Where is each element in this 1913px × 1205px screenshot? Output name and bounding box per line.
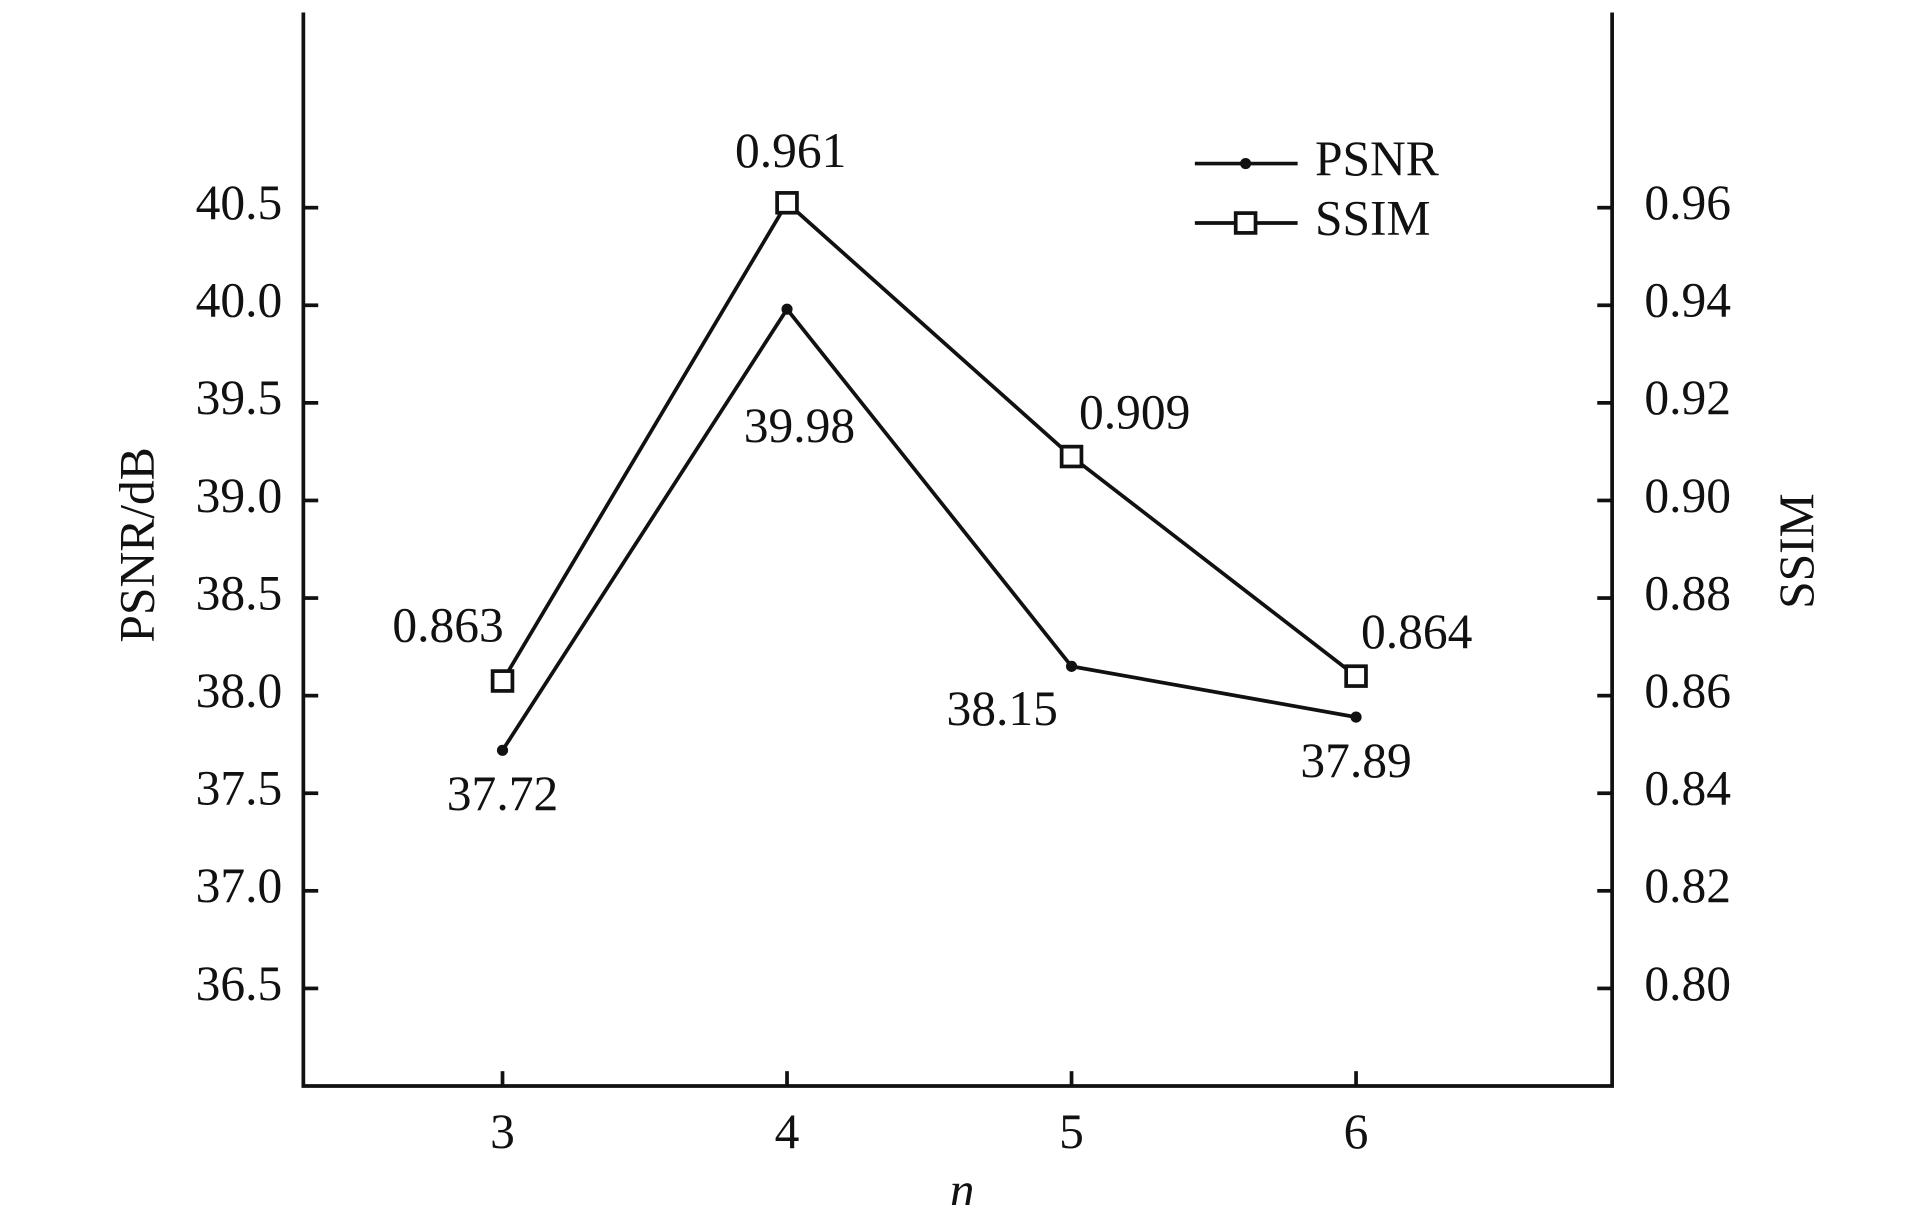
y-tick-label: 36.5 (196, 956, 283, 1011)
marker (490, 669, 515, 693)
y-tick-label: 37.0 (196, 858, 283, 913)
y2-tick-label: 0.94 (1644, 273, 1731, 328)
y-tick-label: 40.0 (196, 273, 283, 328)
y2-tick-label: 0.84 (1644, 761, 1731, 816)
y2-tick-label: 0.92 (1644, 370, 1731, 425)
series-line (500, 199, 1358, 682)
x-tick-label: 5 (1059, 1104, 1084, 1159)
data-label: 0.961 (735, 123, 846, 178)
y2-tick-label: 0.90 (1644, 468, 1731, 523)
x-tick-label: 6 (1344, 1104, 1369, 1159)
y2-tick-label: 0.80 (1644, 956, 1731, 1011)
data-label: 0.863 (392, 598, 503, 653)
y2-tick-label: 0.96 (1644, 175, 1731, 230)
legend-label: SSIM (1315, 190, 1431, 245)
marker (1344, 664, 1368, 688)
data-label: 0.864 (1361, 604, 1472, 659)
y-tick-label: 38.5 (196, 565, 283, 620)
x-axis-label: n (950, 1162, 975, 1205)
marker (1059, 444, 1084, 469)
y2-tick-label: 0.88 (1644, 565, 1731, 620)
y-tick-label: 37.5 (196, 761, 283, 816)
y2-axis-label: SSIM (1769, 493, 1824, 609)
data-label: 37.72 (447, 766, 558, 821)
series-line (500, 306, 1357, 752)
y-tick-label: 38.0 (196, 663, 283, 718)
legend-label: PSNR (1315, 131, 1439, 186)
y-tick-label: 39.5 (196, 370, 283, 425)
data-label: 37.89 (1300, 733, 1411, 788)
y-tick-label: 39.0 (196, 468, 283, 523)
y2-tick-label: 0.82 (1644, 858, 1731, 913)
x-tick-label: 4 (775, 1104, 800, 1159)
y-tick-label: 40.5 (196, 175, 283, 230)
marker (781, 303, 793, 315)
legend-marker (1233, 211, 1258, 235)
data-label: 0.909 (1079, 384, 1190, 439)
marker (496, 744, 509, 756)
legend-marker (1240, 157, 1252, 170)
x-tick-label: 3 (490, 1104, 515, 1159)
y2-tick-label: 0.86 (1644, 663, 1731, 718)
marker (775, 191, 799, 215)
marker (1350, 711, 1362, 723)
marker (1065, 660, 1078, 672)
data-label: 39.98 (744, 398, 855, 453)
y-axis-label: PSNR/dB (110, 447, 165, 642)
data-label: 38.15 (946, 681, 1057, 736)
